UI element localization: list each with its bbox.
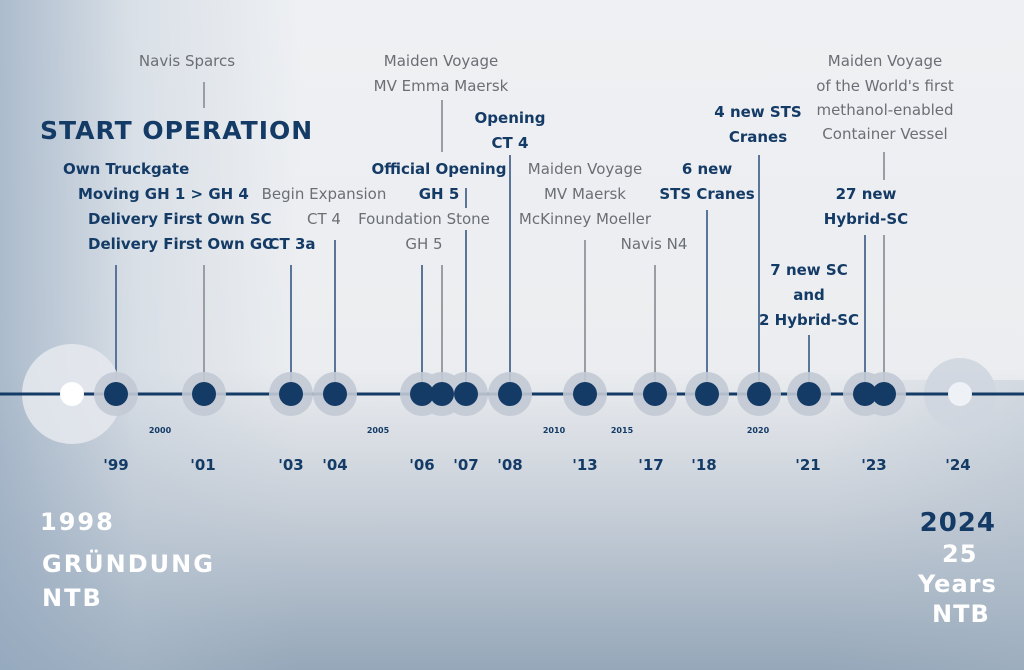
year-label-07: '07 bbox=[453, 456, 479, 474]
label-official-opening-gh5: GH 5 bbox=[418, 185, 460, 203]
axis-year-2005: 2005 bbox=[366, 426, 390, 435]
label-maiden-emma-2: MV Emma Maersk bbox=[373, 77, 509, 95]
dot-23b bbox=[872, 382, 896, 406]
label-begin-expansion: Begin Expansion bbox=[261, 185, 387, 203]
label-ct4-begin: CT 4 bbox=[307, 210, 341, 228]
label-foundation-stone: Foundation Stone bbox=[358, 210, 490, 228]
label-maiden-mckinney-2: MV Maersk bbox=[543, 185, 627, 203]
label-navis-sparcs: Navis Sparcs bbox=[138, 52, 236, 70]
label-navis-n4: Navis N4 bbox=[620, 235, 688, 253]
label-four-new-sts: 4 new STS bbox=[714, 103, 802, 121]
label-maiden-emma-1: Maiden Voyage bbox=[383, 52, 499, 70]
dot-18 bbox=[695, 382, 719, 406]
right-background-fade bbox=[824, 380, 1024, 670]
year-label-13: '13 bbox=[572, 456, 598, 474]
label-four-cranes: Cranes bbox=[728, 128, 788, 146]
anniversary-ntb: NTB bbox=[932, 600, 990, 628]
founding-label: GRÜNDUNG bbox=[42, 550, 215, 578]
label-six-sts: STS Cranes bbox=[659, 185, 755, 203]
year-label-06: '06 bbox=[409, 456, 435, 474]
label-27-new: 27 new bbox=[835, 185, 897, 203]
end-dot bbox=[948, 382, 972, 406]
dot-03 bbox=[279, 382, 303, 406]
year-label-03: '03 bbox=[278, 456, 304, 474]
dot-07 bbox=[454, 382, 478, 406]
label-seven-sc: 7 new SC bbox=[770, 261, 848, 279]
axis-year-2000: 2000 bbox=[148, 426, 172, 435]
label-27-hybrid: Hybrid-SC bbox=[823, 210, 909, 228]
dot-17 bbox=[643, 382, 667, 406]
dot-23a bbox=[853, 382, 877, 406]
year-label-08: '08 bbox=[497, 456, 523, 474]
dot-20 bbox=[747, 382, 771, 406]
year-label-01: '01 bbox=[190, 456, 216, 474]
dot-21 bbox=[797, 382, 821, 406]
label-maiden-mckinney-3: McKinney Moeller bbox=[518, 210, 652, 228]
label-foundation-gh5: GH 5 bbox=[405, 235, 443, 253]
dot-13 bbox=[573, 382, 597, 406]
dot-99 bbox=[104, 382, 128, 406]
label-official-opening: Official Opening bbox=[371, 160, 507, 178]
label-ct3a: CT 3a bbox=[268, 235, 316, 253]
label-own-truckgate: Own Truckgate bbox=[63, 160, 190, 178]
label-first-sc: Delivery First Own SC bbox=[88, 210, 272, 228]
dot-06 bbox=[410, 382, 434, 406]
dot-04 bbox=[323, 382, 347, 406]
dot-06b bbox=[430, 382, 454, 406]
left-background-fade bbox=[0, 0, 300, 670]
axis-year-2010: 2010 bbox=[542, 426, 566, 435]
dots bbox=[104, 382, 896, 406]
year-label-17: '17 bbox=[638, 456, 664, 474]
dot-01 bbox=[192, 382, 216, 406]
label-methanol-3: methanol-enabled bbox=[816, 101, 954, 119]
anniversary-year: 2024 bbox=[919, 508, 996, 538]
anniversary-years: Years bbox=[918, 570, 997, 598]
year-label-99: '99 bbox=[103, 456, 129, 474]
label-first-gc: Delivery First Own GC bbox=[88, 235, 274, 253]
founding-year: 1998 bbox=[40, 508, 115, 536]
label-opening: Opening bbox=[474, 109, 546, 127]
label-maiden-mckinney-1: Maiden Voyage bbox=[527, 160, 643, 178]
founding-ntb: NTB bbox=[42, 584, 103, 612]
label-opening-ct4: CT 4 bbox=[491, 134, 529, 152]
label-moving-gh: Moving GH 1 > GH 4 bbox=[78, 185, 249, 203]
start-dot bbox=[60, 382, 84, 406]
year-label-04: '04 bbox=[322, 456, 348, 474]
year-label-18: '18 bbox=[691, 456, 717, 474]
anniversary-number: 25 bbox=[942, 540, 978, 568]
year-label-21: '21 bbox=[795, 456, 821, 474]
label-methanol-4: Container Vessel bbox=[822, 125, 948, 143]
axis-year-2015: 2015 bbox=[610, 426, 634, 435]
label-methanol-2: of the World's first bbox=[816, 77, 954, 95]
start-operation-heading: START OPERATION bbox=[40, 116, 314, 145]
axis-year-2020: 2020 bbox=[746, 426, 770, 435]
label-methanol-1: Maiden Voyage bbox=[827, 52, 943, 70]
label-seven-hybrid: 2 Hybrid-SC bbox=[758, 311, 860, 329]
year-label-24: '24 bbox=[945, 456, 971, 474]
dot-08 bbox=[498, 382, 522, 406]
label-seven-and: and bbox=[793, 286, 825, 304]
label-six-new: 6 new bbox=[681, 160, 733, 178]
year-label-23: '23 bbox=[861, 456, 887, 474]
